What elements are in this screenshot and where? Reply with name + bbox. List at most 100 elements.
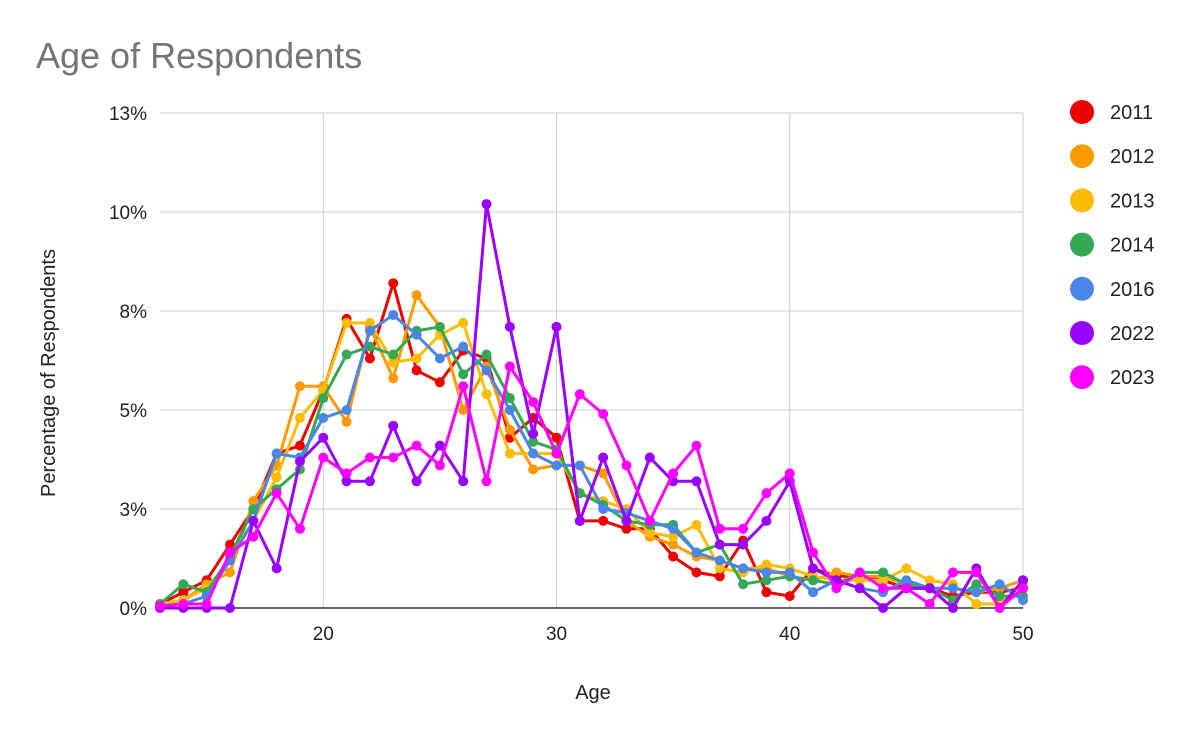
data-point <box>924 575 935 586</box>
chart-title: Age of Respondents <box>36 35 362 76</box>
y-tick-label: 8% <box>120 302 148 323</box>
data-point <box>808 575 819 586</box>
data-point <box>318 432 329 443</box>
data-point <box>528 428 539 439</box>
data-point <box>388 309 399 320</box>
series-line <box>160 202 1025 610</box>
data-point <box>808 547 819 558</box>
data-point <box>948 583 959 594</box>
data-point <box>971 579 982 590</box>
data-point <box>924 599 935 610</box>
data-point <box>878 583 889 594</box>
data-point <box>784 567 795 578</box>
data-point <box>364 325 375 336</box>
data-point <box>481 349 492 360</box>
data-point <box>434 460 445 471</box>
data-point <box>598 452 609 463</box>
data-point <box>528 464 539 475</box>
data-point <box>644 452 655 463</box>
series-2011 <box>155 278 1028 610</box>
data-point <box>574 389 585 400</box>
data-point <box>1018 595 1028 606</box>
data-point <box>644 527 655 538</box>
data-point <box>761 559 772 570</box>
data-point <box>784 468 795 479</box>
data-point <box>411 476 422 487</box>
data-point <box>901 563 912 574</box>
data-point <box>341 317 352 328</box>
chart-legend: 2011 2012 2013 2014 2016 2022 2023 <box>1070 100 1155 390</box>
data-point <box>668 531 679 542</box>
data-point <box>714 571 725 582</box>
data-point <box>971 587 982 598</box>
data-point <box>271 472 282 483</box>
y-tick-label: 5% <box>120 401 148 422</box>
data-point <box>504 321 515 332</box>
data-point <box>318 452 329 463</box>
data-point <box>178 599 189 610</box>
data-point <box>854 583 865 594</box>
data-point <box>761 567 772 578</box>
legend-swatch <box>1070 276 1094 301</box>
legend-item: 2014 <box>1070 232 1155 257</box>
legend-swatch <box>1070 321 1094 345</box>
data-point <box>318 412 329 423</box>
y-axis-ticks: 0% 3% 5% 8% 10% 13% <box>109 104 147 620</box>
data-point <box>294 456 305 467</box>
data-point <box>901 583 912 594</box>
data-point <box>994 591 1005 602</box>
data-point <box>551 432 562 443</box>
data-point <box>761 587 772 598</box>
data-point <box>714 555 725 566</box>
legend-item: 2022 <box>1070 321 1155 345</box>
data-point <box>668 468 679 479</box>
data-point <box>714 563 725 574</box>
data-point <box>738 539 749 550</box>
data-point <box>341 468 352 479</box>
data-point <box>668 539 679 550</box>
data-point <box>388 420 399 431</box>
data-point <box>574 515 585 526</box>
data-point <box>341 416 352 427</box>
series-line <box>159 321 1024 606</box>
legend-label: 2016 <box>1110 279 1155 301</box>
data-point <box>878 603 889 613</box>
data-point <box>784 591 795 602</box>
y-tick-label: 13% <box>109 104 147 125</box>
legend-label: 2013 <box>1110 190 1155 212</box>
data-point <box>248 496 259 507</box>
y-tick-label: 0% <box>120 599 148 620</box>
data-point <box>551 321 562 332</box>
data-point <box>364 476 375 487</box>
data-point <box>971 567 982 578</box>
data-point <box>971 599 982 610</box>
data-point <box>714 523 725 534</box>
data-point <box>411 440 422 451</box>
data-point <box>808 587 819 598</box>
data-point <box>318 393 329 404</box>
data-point <box>178 587 189 598</box>
data-point <box>224 539 235 550</box>
series-2022 <box>155 199 1028 613</box>
data-point <box>504 448 515 459</box>
data-point <box>668 551 679 562</box>
legend-swatch <box>1070 232 1094 257</box>
data-point <box>644 515 655 526</box>
data-point <box>808 563 819 574</box>
data-point <box>178 579 189 590</box>
legend-item: 2016 <box>1070 276 1155 301</box>
data-point <box>481 389 492 400</box>
data-point <box>551 448 562 459</box>
legend-swatch <box>1070 365 1094 390</box>
legend-item: 2013 <box>1070 188 1155 213</box>
data-point <box>411 365 422 376</box>
legend-item: 2012 <box>1070 144 1155 169</box>
data-point <box>271 563 282 574</box>
data-point <box>504 393 515 404</box>
chart-grid <box>160 112 1024 609</box>
data-point <box>691 440 702 451</box>
data-point <box>458 341 469 352</box>
data-point <box>994 603 1005 613</box>
data-point <box>458 381 469 392</box>
